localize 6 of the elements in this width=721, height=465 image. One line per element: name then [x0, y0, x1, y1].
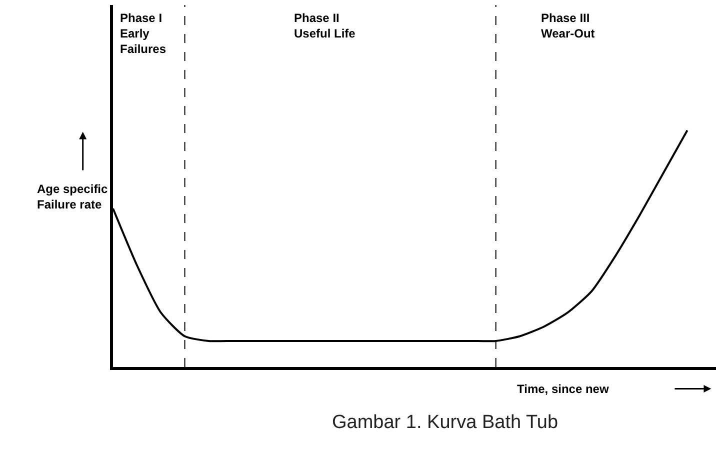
text: Phase II Useful Life — [294, 11, 356, 41]
x-axis-title: Time, since new — [517, 382, 610, 396]
y-axis-title: Age specific Failure rate — [37, 182, 108, 212]
text: Gambar 1. Kurva Bath Tub — [332, 412, 558, 433]
text: Phase III Wear-Out — [541, 11, 595, 41]
text: Phase I Early Failures — [120, 11, 166, 56]
